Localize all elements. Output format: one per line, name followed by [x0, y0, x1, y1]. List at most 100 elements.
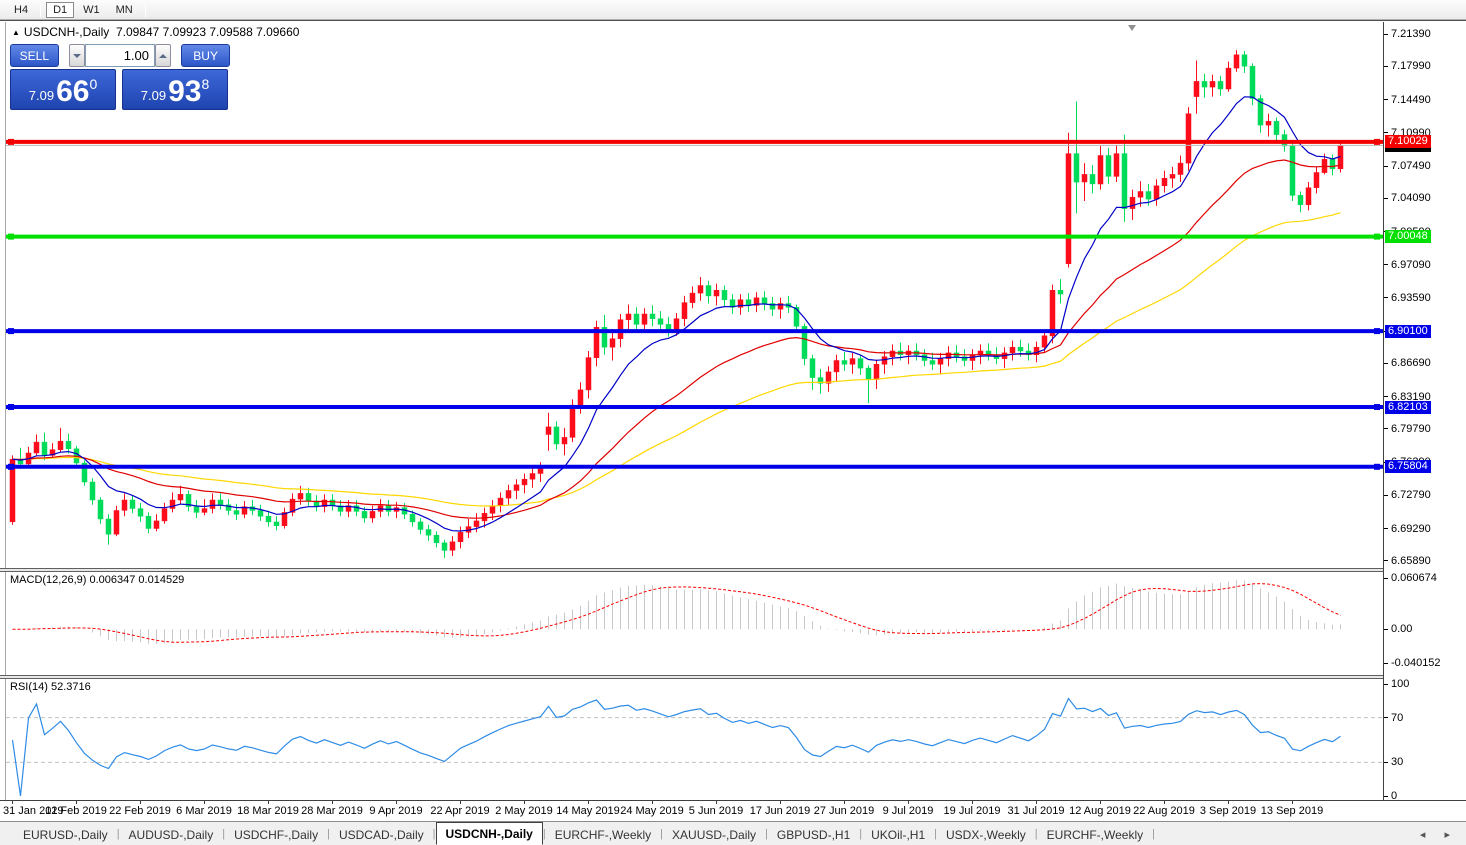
tab-separator: | [1034, 827, 1038, 840]
date-tick [844, 801, 845, 804]
date-tick [1164, 801, 1165, 804]
timeframe-button-h4[interactable]: H4 [14, 3, 29, 16]
axis-tick-label: 7.14490 [1384, 94, 1431, 106]
sell-button[interactable]: SELL [10, 44, 59, 67]
toolbar-separator [144, 2, 146, 17]
tab-separator: | [859, 827, 863, 840]
chart-ohlc-info: ▲ USDCNH-,Daily 7.09847 7.09923 7.09588 7… [12, 25, 299, 39]
date-tick [332, 801, 333, 804]
date-label: 22 Apr 2019 [430, 805, 490, 817]
date-tick [396, 801, 397, 804]
date-label: 22 Aug 2019 [1133, 805, 1195, 817]
date-label: 13 Sep 2019 [1260, 805, 1324, 817]
price-line-label: 7.10029 [1385, 135, 1431, 149]
spin-down-icon [72, 53, 81, 58]
axis-tick-label: 6.83190 [1384, 391, 1431, 403]
chart-tab-eurchf--weekly[interactable]: EURCHF-,Weekly [1046, 828, 1144, 842]
axis-tick-label: 6.93590 [1384, 292, 1431, 304]
chart-tab-usdcnh--daily[interactable]: USDCNH-,Daily [435, 822, 543, 845]
chart-tab-eurusd--daily[interactable]: EURUSD-,Daily [23, 828, 108, 842]
date-tick [140, 801, 141, 804]
buy-button[interactable]: BUY [181, 44, 230, 67]
chart-tab-usdx--weekly[interactable]: USDX-,Weekly [946, 828, 1026, 842]
sell-price-display[interactable]: 7.09 66 0 [10, 69, 116, 110]
axis-tick-label: 0 [1384, 790, 1397, 802]
date-tick [268, 801, 269, 804]
macd-chart[interactable] [6, 572, 1383, 675]
buy-price-display[interactable]: 7.09 93 8 [122, 69, 228, 110]
chart-shift-marker-icon [1128, 25, 1136, 31]
macd-pane-canvas[interactable]: MACD(12,26,9) 0.006347 0.014529 [6, 572, 1383, 675]
axis-tick-label: 70 [1384, 712, 1403, 724]
main-chart-canvas[interactable]: ▲ USDCNH-,Daily 7.09847 7.09923 7.09588 7… [6, 22, 1383, 568]
chart-ohlc-values: 7.09847 7.09923 7.09588 7.09660 [115, 25, 300, 39]
candlestick-chart[interactable] [6, 22, 1383, 568]
rsi-indicator-label: RSI(14) 52.3716 [10, 681, 91, 693]
chart-tab-xauusd--daily[interactable]: XAUUSD-,Daily [672, 828, 757, 842]
date-tick [972, 801, 973, 804]
axis-tick-label: 6.79790 [1384, 423, 1431, 435]
date-label: 12 Aug 2019 [1069, 805, 1131, 817]
volume-increase-button[interactable] [155, 44, 172, 67]
date-tick [1100, 801, 1101, 804]
rsi-pane-canvas[interactable]: RSI(14) 52.3716 [6, 679, 1383, 800]
date-label: 9 Jul 2019 [882, 805, 934, 817]
date-label: 31 Jul 2019 [1007, 805, 1065, 817]
chart-tab-ukoil--h1[interactable]: UKOil-,H1 [871, 828, 926, 842]
toolbar-separator [40, 2, 42, 17]
date-label: 6 Mar 2019 [176, 805, 232, 817]
date-tick [908, 801, 909, 804]
chart-tab-audusd--daily[interactable]: AUDUSD-,Daily [128, 828, 214, 842]
volume-decrease-button[interactable] [68, 44, 85, 67]
axis-tick-label: 0.060674 [1384, 572, 1437, 584]
chart-tab-eurchf--weekly[interactable]: EURCHF-,Weekly [554, 828, 652, 842]
chart-tab-gbpusd--h1[interactable]: GBPUSD-,H1 [776, 828, 851, 842]
sell-price-prefix: 7.09 [28, 88, 55, 103]
tab-scroll-arrows-icon[interactable]: ◂ ▸ [1419, 829, 1458, 841]
date-tick [1036, 801, 1037, 804]
buy-price-main: 93 [168, 75, 202, 108]
axis-tick-label: 6.72790 [1384, 489, 1431, 501]
axis-tick-label: 7.04090 [1384, 192, 1431, 204]
timeframe-toolbar: H4 D1 W1 MN [0, 0, 1466, 20]
date-label: 12 Feb 2019 [45, 805, 107, 817]
collapse-triangle-icon[interactable]: ▲ [12, 28, 20, 37]
timeframe-button-mn[interactable]: MN [115, 3, 133, 16]
axis-tick-label: 6.86690 [1384, 357, 1431, 369]
chart-tab-usdchf--daily[interactable]: USDCHF-,Daily [234, 828, 319, 842]
date-label: 17 Jun 2019 [749, 805, 811, 817]
tab-separator: | [660, 827, 664, 840]
buy-price-prefix: 7.09 [140, 88, 167, 103]
chart-tab-usdcad--daily[interactable]: USDCAD-,Daily [338, 828, 424, 842]
timeframe-button-w1[interactable]: W1 [83, 3, 100, 16]
date-label: 3 Sep 2019 [1199, 805, 1257, 817]
axis-tick-label: 30 [1384, 756, 1403, 768]
price-line-label: 6.75804 [1385, 460, 1431, 474]
date-tick [716, 801, 717, 804]
tab-separator: | [327, 827, 330, 840]
tab-separator: | [1152, 827, 1155, 840]
date-label: 19 Jul 2019 [943, 805, 1001, 817]
timeframe-button-d1[interactable]: D1 [46, 1, 75, 18]
axis-tick-label: 100 [1384, 678, 1409, 690]
tab-separator: | [542, 827, 546, 840]
pane-splitter[interactable] [0, 568, 1466, 572]
chart-tab-bar: EURUSD-,Daily | AUDUSD-,Daily | USDCHF-,Dail… [0, 821, 1466, 845]
rsi-chart[interactable] [6, 679, 1383, 800]
window-left-edge [5, 22, 6, 800]
date-label: 28 Mar 2019 [301, 805, 363, 817]
axis-tick-label: 6.69290 [1384, 523, 1431, 535]
axis-tick-label: -0.040152 [1384, 657, 1441, 669]
date-axis: 31 Jan 2019 12 Feb 2019 22 Feb 2019 6 Mar 2… [0, 800, 1466, 822]
date-tick [460, 801, 461, 804]
pane-splitter[interactable] [0, 675, 1466, 679]
buy-price-pip: 8 [201, 76, 210, 92]
price-line-label: 6.90100 [1385, 324, 1431, 338]
sell-price-main: 66 [56, 75, 90, 108]
date-label: 9 Apr 2019 [369, 805, 423, 817]
volume-input[interactable] [85, 44, 155, 67]
tab-separator: | [116, 827, 120, 840]
date-tick [76, 801, 77, 804]
chart-window: ▲ USDCNH-,Daily 7.09847 7.09923 7.09588 7… [0, 20, 1466, 822]
